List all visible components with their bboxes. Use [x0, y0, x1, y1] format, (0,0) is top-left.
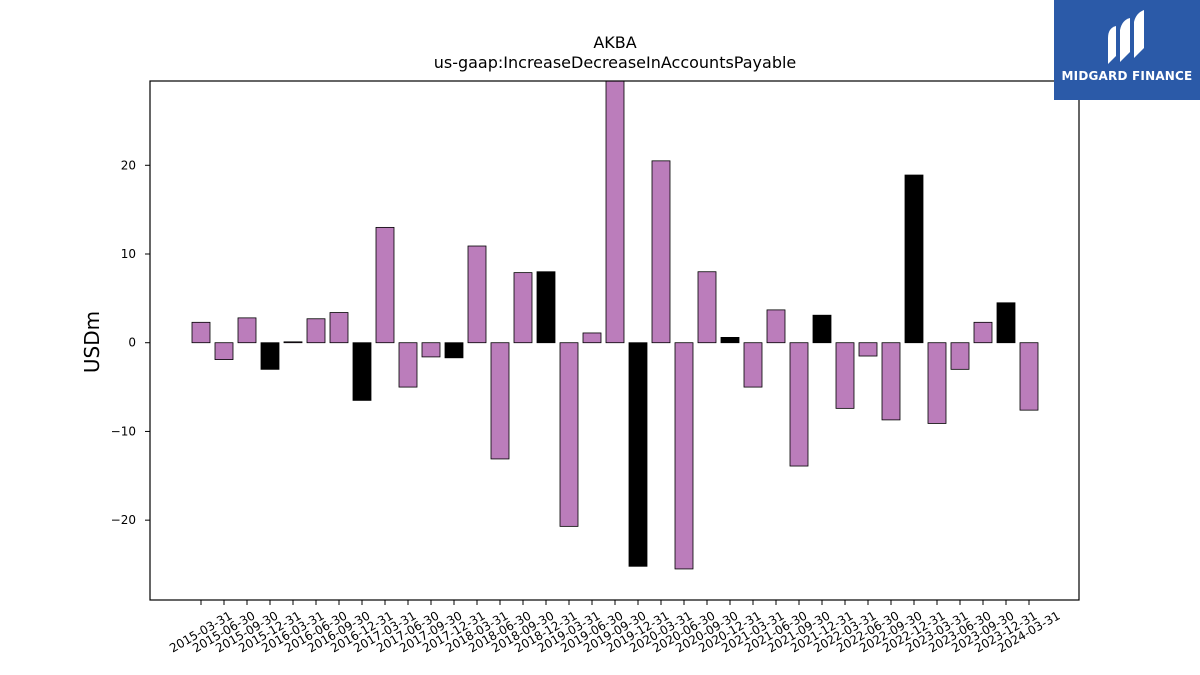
bar-2016-06-30 [306, 318, 326, 344]
bar-2017-06-30 [398, 342, 418, 388]
x-ticks-group: 2015-03-312015-06-302015-09-302015-12-31… [167, 600, 1063, 655]
chart-subtitle: us-gaap:IncreaseDecreaseInAccountsPayabl… [434, 53, 797, 72]
bar-2019-06-30 [582, 332, 602, 344]
bar-2021-03-31 [743, 342, 763, 388]
bar-2022-03-31 [835, 342, 855, 409]
bar-2018-06-30 [490, 342, 510, 460]
y-ticks-group: −20 −10 0 10 20 [111, 158, 150, 527]
bar-2021-06-30 [766, 309, 786, 344]
bar-2019-09-30 [605, 80, 625, 344]
y-tick-label: 0 [128, 336, 136, 350]
bar-2024-03-31 [1019, 342, 1039, 411]
bar-2015-09-30 [237, 317, 257, 344]
bar-2019-03-31 [559, 342, 579, 527]
bar-2023-09-30 [973, 321, 993, 344]
bar-2023-03-31 [927, 342, 947, 424]
chart-title: AKBA [593, 33, 636, 52]
bar-2023-12-31 [996, 302, 1016, 344]
bar-2018-03-31 [467, 245, 487, 344]
bar-2016-03-31 [283, 341, 303, 344]
bar-2018-09-30 [513, 272, 533, 344]
bar-2017-03-31 [375, 226, 395, 344]
bar-2019-12-31 [628, 342, 648, 567]
bar-2017-09-30 [421, 342, 441, 358]
bar-2015-12-31 [260, 342, 280, 370]
y-tick-label: −10 [111, 424, 136, 438]
bar-2022-06-30 [858, 342, 878, 357]
bar-2016-09-30 [329, 312, 349, 344]
y-axis-label: USDm [80, 311, 104, 373]
bar-2016-12-31 [352, 342, 372, 401]
bar-2020-12-31 [720, 336, 740, 344]
bar-2020-09-30 [697, 271, 717, 344]
y-tick-label: 20 [121, 158, 136, 172]
midgard-logo-icon [1108, 10, 1144, 64]
plot-frame [149, 80, 1080, 601]
y-tick-label: 10 [121, 247, 136, 261]
bar-2021-09-30 [789, 342, 809, 467]
brand-name: MIDGARD FINANCE [1061, 69, 1193, 83]
bar-2022-09-30 [881, 342, 901, 421]
bar-2018-12-31 [536, 271, 556, 344]
bar-2022-12-31 [904, 174, 924, 344]
bar-2017-12-31 [444, 342, 464, 359]
bar-2015-06-30 [214, 342, 234, 360]
bars-group [191, 80, 1039, 570]
bar-2020-03-31 [651, 160, 671, 344]
y-tick-label: −20 [111, 513, 136, 527]
brand-logo: MIDGARD FINANCE [1054, 0, 1200, 100]
bar-2020-06-30 [674, 342, 694, 570]
bar-2021-12-31 [812, 314, 832, 344]
bar-2023-06-30 [950, 342, 970, 370]
bar-2015-03-31 [191, 321, 211, 344]
